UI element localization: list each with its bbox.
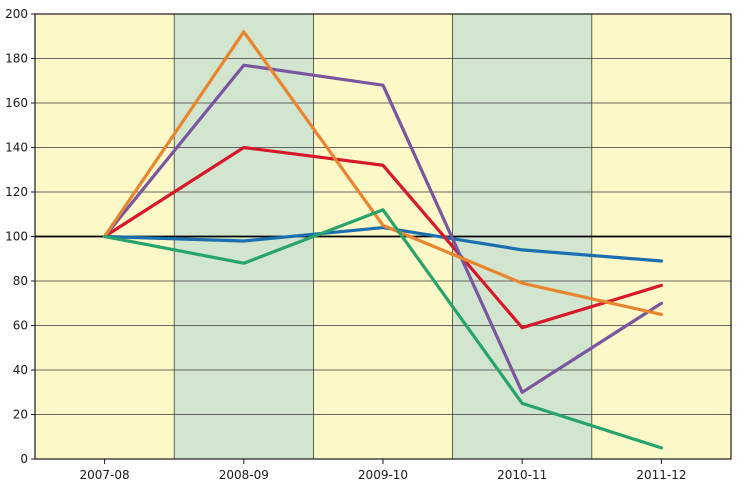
- y-tick-label-60: 60: [13, 319, 28, 333]
- series-line-4: [102, 30, 664, 316]
- y-tick-label-0: 0: [20, 452, 28, 466]
- y-tick-labels: 0 20 40 60 80 100 120 140 160 180 200: [5, 7, 28, 466]
- x-tick-labels: 2007-08 2008-09 2009-10 2010-11 2011-12: [80, 468, 687, 482]
- x-tick-label-2010-11: 2010-11: [497, 468, 547, 482]
- y-tick-label-40: 40: [13, 363, 28, 377]
- x-tick-label-2011-12: 2011-12: [636, 468, 686, 482]
- x-tick-label-2008-09: 2008-09: [219, 468, 269, 482]
- y-tick-label-180: 180: [5, 52, 28, 66]
- y-tick-label-140: 140: [5, 141, 28, 155]
- series-line-2: [102, 145, 664, 330]
- y-tick-label-100: 100: [5, 230, 28, 244]
- y-tick-label-80: 80: [13, 274, 28, 288]
- series-line-1: [102, 226, 664, 263]
- y-tick-label-120: 120: [5, 185, 28, 199]
- x-tick-label-2007-08: 2007-08: [80, 468, 130, 482]
- series-line-3: [102, 63, 664, 394]
- series-lines: [102, 30, 664, 450]
- series-line-5: [102, 208, 664, 450]
- y-tick-label-20: 20: [13, 408, 28, 422]
- x-tick-label-2009-10: 2009-10: [358, 468, 408, 482]
- y-tick-label-160: 160: [5, 96, 28, 110]
- y-tick-label-200: 200: [5, 7, 28, 21]
